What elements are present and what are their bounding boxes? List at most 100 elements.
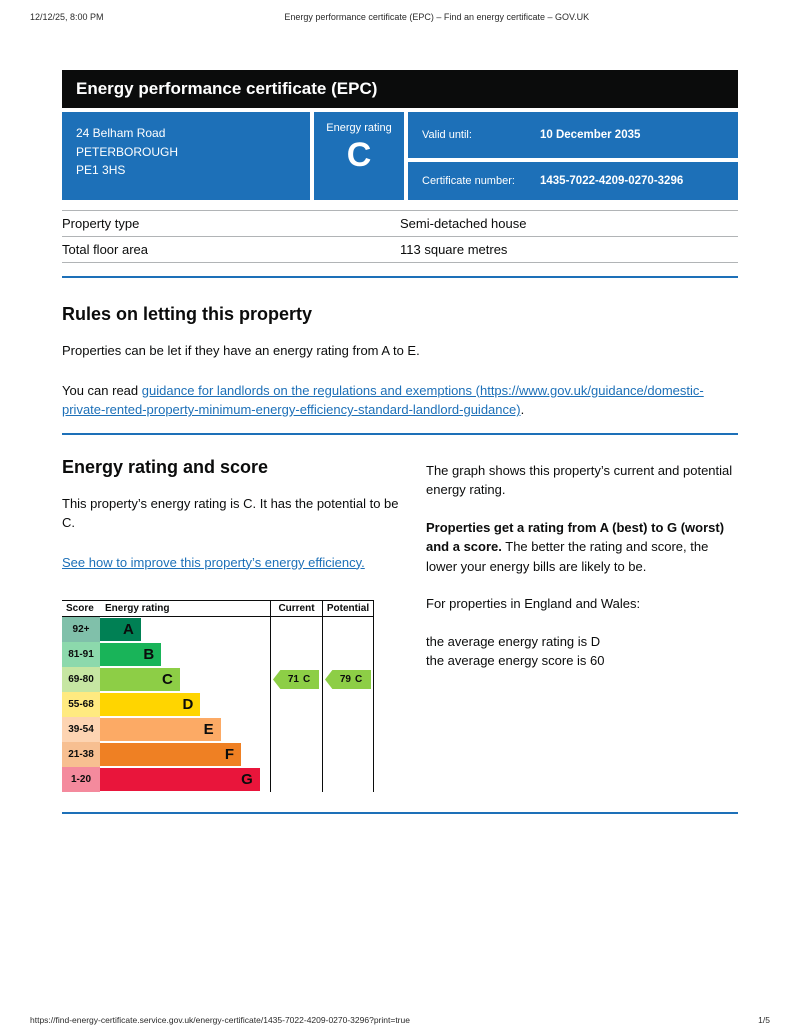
rating-right-column: The graph shows this property’s current … (426, 457, 738, 793)
band-letter: C (162, 671, 173, 688)
rating-left-column: Energy rating and score This property’s … (62, 456, 410, 792)
band-bar: F (100, 743, 242, 766)
band-row-c: 69-80 C (62, 667, 374, 692)
band-score: 21-38 (62, 742, 100, 767)
section-divider (62, 276, 738, 278)
band-bar: G (100, 768, 260, 791)
epc-banner: Energy performance certificate (EPC) (62, 70, 738, 108)
floor-area-value: 113 square metres (400, 242, 508, 257)
band-row-f: 21-38 F (62, 742, 374, 767)
band-bar: C (100, 668, 180, 691)
print-page-number: 1/5 (758, 1015, 770, 1025)
band-bar: B (100, 643, 162, 666)
chart-header-potential: Potential (322, 601, 374, 616)
band-letter: A (122, 621, 134, 638)
guidance-link-prefix: You can read (62, 382, 142, 398)
band-bar-cell: A (100, 617, 270, 642)
print-header: 12/12/25, 8:00 PM Energy performance cer… (30, 12, 770, 22)
current-rating-arrow: 71 C (273, 670, 319, 689)
current-rating-score: 71 (287, 674, 299, 685)
section-divider (62, 812, 738, 814)
property-type-value: Semi-detached house (400, 216, 527, 231)
band-letter: B (143, 646, 155, 663)
potential-column-cell (322, 617, 374, 642)
certificate-summary: 24 Belham Road PETERBOROUGH PE1 3HS Ener… (62, 112, 738, 200)
band-letter: G (241, 771, 253, 788)
average-score-line: the average energy score is 60 (426, 653, 605, 668)
current-column-cell (270, 742, 322, 767)
valid-until-value: 10 December 2035 (540, 129, 641, 141)
energy-rating-value: C (346, 136, 372, 174)
current-column-cell (270, 617, 322, 642)
chart-body: 92+ A 81-91 B 69-80 (62, 617, 374, 792)
current-column-cell (270, 667, 322, 692)
potential-rating-score: 79 (339, 674, 351, 685)
property-type-label: Property type (62, 216, 140, 231)
energy-rating-label: Energy rating (326, 122, 392, 134)
guidance-link-suffix: . (520, 402, 525, 417)
certificate-content: Energy performance certificate (EPC) 24 … (62, 70, 738, 814)
band-bar-cell: E (100, 717, 270, 742)
band-bar-cell: F (100, 742, 270, 767)
certificate-number-value: 1435-7022-4209-0270-3296 (540, 175, 684, 187)
band-bar: A (100, 618, 141, 641)
table-row: Total floor area 113 square metres (62, 237, 738, 263)
rating-scale-paragraph: Properties get a rating from A (best) to… (426, 518, 738, 577)
band-row-e: 39-54 E (62, 717, 374, 742)
band-letter: F (224, 746, 235, 763)
table-row: Property type Semi-detached house (62, 211, 738, 237)
potential-column-cell (322, 717, 374, 742)
energy-rating-box: Energy rating C (314, 112, 404, 200)
rating-summary-paragraph: This property’s energy rating is C. It h… (62, 495, 399, 531)
band-bar-cell: B (100, 642, 270, 667)
address-line-1: 24 Belham Road (76, 126, 166, 140)
chart-header-energy-rating: Energy rating (105, 603, 170, 614)
band-letter: E (203, 721, 214, 738)
rating-scale-bold: Properties get a rating from A (best) to… (426, 519, 725, 555)
band-score: 92+ (62, 617, 100, 642)
potential-rating-letter: C (354, 674, 363, 685)
band-bar-cell: C (100, 667, 270, 692)
landlord-guidance-link[interactable]: guidance for landlords on the regulation… (62, 382, 704, 418)
band-score: 1-20 (62, 767, 100, 792)
graph-explainer-paragraph: The graph shows this property’s current … (426, 462, 733, 498)
average-values-paragraph: the average energy rating is D the averag… (426, 632, 738, 671)
chart-header-row: Score Energy rating Current Potential (62, 600, 374, 617)
print-datetime: 12/12/25, 8:00 PM (30, 12, 104, 22)
band-score: 39-54 (62, 717, 100, 742)
address-line-3: PE1 3HS (76, 163, 126, 178)
chart-header-score: Score (66, 603, 94, 614)
validity-boxes: Valid until: 10 December 2035 Certificat… (408, 112, 738, 200)
current-column-cell (270, 692, 322, 717)
potential-column-cell (322, 692, 374, 717)
average-rating-line: the average energy rating is D (426, 633, 601, 649)
print-document-title: Energy performance certificate (EPC) – F… (284, 12, 590, 22)
letting-heading: Rules on letting this property (62, 304, 313, 324)
potential-column-cell (322, 742, 374, 767)
letting-paragraph: Properties can be let if they have an en… (62, 343, 420, 358)
current-column-cell (270, 642, 322, 667)
rating-heading: Energy rating and score (62, 456, 269, 477)
section-divider (62, 432, 738, 435)
band-bar: E (100, 718, 221, 741)
property-details-table: Property type Semi-detached house Total … (62, 210, 738, 263)
potential-column-cell (322, 642, 374, 667)
current-rating-letter: C (302, 674, 311, 685)
certificate-number-box: Certificate number: 1435-7022-4209-0270-… (408, 162, 738, 200)
band-score: 55-68 (62, 692, 100, 717)
band-bar-cell: D (100, 692, 270, 717)
band-bar: D (100, 693, 201, 716)
band-letter: D (182, 696, 194, 713)
band-row-a: 92+ A (62, 617, 374, 642)
page-title: Energy performance certificate (EPC) (76, 79, 378, 98)
epc-rating-chart: Score Energy rating Current Potential 92… (62, 600, 374, 792)
band-score: 81-91 (62, 642, 100, 667)
improve-efficiency-link[interactable]: See how to improve this property’s energ… (62, 554, 365, 570)
england-wales-paragraph: For properties in England and Wales: (426, 596, 641, 611)
address-line-2: PETERBOROUGH (76, 144, 179, 159)
band-row-b: 81-91 B (62, 642, 374, 667)
band-row-g: 1-20 G (62, 767, 374, 792)
property-address-box: 24 Belham Road PETERBOROUGH PE1 3HS (62, 112, 310, 200)
print-footer-url: https://find-energy-certificate.service.… (30, 1015, 410, 1025)
